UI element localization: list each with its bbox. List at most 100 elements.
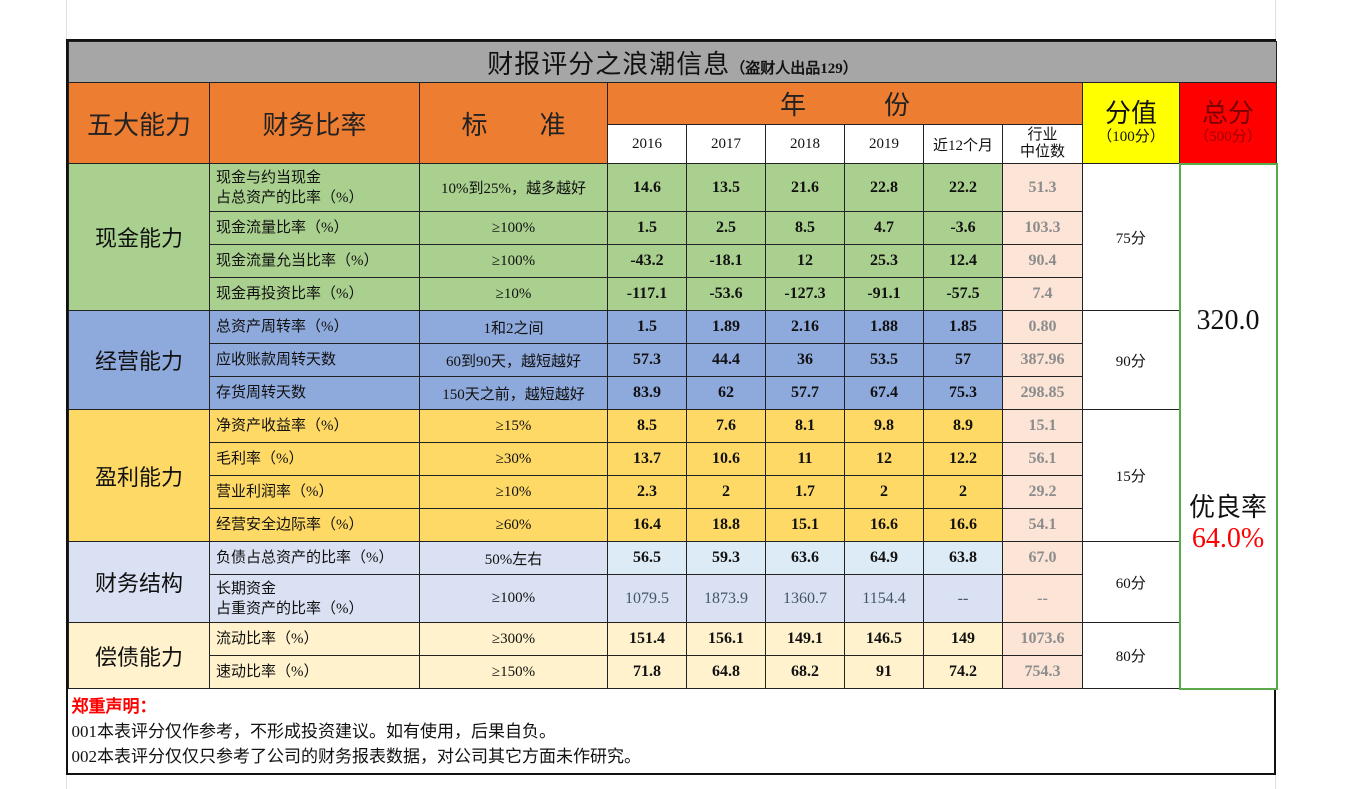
value-cell: 16.6 (923, 508, 1003, 542)
value-cell: 68.2 (765, 655, 845, 689)
table-row: 偿债能力 流动比率（%） ≥300% 151.4 156.1 149.1 146.5 149 1… (68, 622, 1277, 689)
section-score: 60分 (1082, 541, 1180, 623)
value-cell: 10.6 (686, 442, 766, 476)
ratio-name: 速动比率（%） (209, 655, 420, 689)
disclaimer-line: 002本表评分仅仅只参考了公司的财务报表数据，对公司其它方面未作研究。 (71, 746, 642, 766)
ratio-name: 现金流量允当比率（%） (209, 244, 420, 278)
standard-cell: ≥60% (419, 508, 608, 542)
header-years: 年 份 (607, 82, 1083, 125)
ratio-name: 负债占总资产的比率（%） (209, 541, 420, 575)
category-cell: 财务结构 (68, 541, 210, 623)
median-cell: 1073.6 (1002, 622, 1083, 656)
year-header: 近12个月 (923, 124, 1003, 164)
value-cell: 2.16 (765, 310, 845, 344)
value-cell: 2.5 (686, 211, 766, 245)
ratio-name: 经营安全边际率（%） (209, 508, 420, 542)
total-score: 320.0 (1196, 304, 1260, 336)
value-cell: 151.4 (607, 622, 687, 656)
value-cell: 1360.7 (765, 574, 845, 623)
value-cell: 13.5 (686, 163, 766, 212)
ratio-name: 应收账款周转天数 (209, 343, 420, 377)
table-row: 现金流量允当比率（%） ≥100% -43.2 -18.1 12 25.3 12.4 90.4 (69, 244, 1277, 278)
subtitle-text: （盗财人出品129） (730, 60, 858, 77)
value-cell: 156.1 (686, 622, 766, 656)
table-row: 经营能力 总资产周转率（%） 1和2之间 1.5 1.89 2.16 1.88 1.85 0.8… (68, 310, 1277, 410)
value-cell: 13.7 (607, 442, 687, 476)
value-cell: 1.85 (923, 310, 1003, 344)
value-cell: 2.3 (607, 475, 687, 509)
value-cell: 12.4 (923, 244, 1003, 278)
standard-cell: ≥100% (419, 574, 608, 623)
sheet-title: 财报评分之浪潮信息（盗财人出品129） (67, 41, 1278, 83)
value-cell: 56.5 (607, 541, 687, 575)
value-cell: 36 (765, 343, 845, 377)
value-cell: 8.5 (765, 211, 845, 245)
section-score: 90分 (1082, 310, 1180, 410)
value-cell: 2 (686, 475, 766, 509)
header-total: 总分 （500分） (1178, 82, 1278, 164)
header-score: 分值 （100分） (1082, 82, 1180, 164)
ratio-name-line: 现金流量允当比率（%） (216, 253, 379, 269)
disclaimer-title: 郑重声明： (71, 696, 157, 716)
standard-cell: ≥150% (419, 655, 608, 689)
value-cell: 16.6 (844, 508, 924, 542)
total-score-cell: 320.0 优良率 64.0% (1178, 162, 1278, 690)
category-cell: 现金能力 (68, 163, 210, 311)
value-cell: 15.1 (765, 508, 845, 542)
median-label-2: 中位数 (1019, 144, 1065, 160)
score-sub: （100分） (1097, 129, 1165, 145)
total-sub: （500分） (1194, 128, 1262, 145)
median-label-1: 行业 (1027, 127, 1058, 143)
ratio-name-line: 营业利润率（%） (216, 484, 334, 500)
value-cell: 12.2 (923, 442, 1003, 476)
value-cell: 12 (765, 244, 845, 278)
value-cell: -3.6 (923, 211, 1003, 245)
standard-cell: ≥100% (419, 244, 608, 278)
standard-cell: 50%左右 (419, 541, 608, 575)
ratio-name: 现金再投资比率（%） (209, 277, 420, 311)
ratio-name: 流动比率（%） (209, 622, 420, 656)
value-cell: 64.8 (686, 655, 766, 689)
ratio-name: 现金与约当现金 占总资产的比率（%） (209, 163, 420, 212)
value-cell: 74.2 (923, 655, 1003, 689)
value-cell: 57.3 (607, 343, 687, 377)
value-cell: 83.9 (607, 376, 687, 410)
value-cell: 149.1 (765, 622, 845, 656)
value-cell: 8.1 (765, 409, 845, 443)
value-cell: 63.6 (765, 541, 845, 575)
value-cell: 16.4 (607, 508, 687, 542)
ratio-name-line: 速动比率（%） (216, 664, 319, 680)
value-cell: -53.6 (686, 277, 766, 311)
rate-label: 优良率 (1189, 492, 1268, 522)
section-score: 75分 (1082, 163, 1180, 311)
standard-cell: 60到90天，越短越好 (419, 343, 608, 377)
standard-cell: ≥10% (419, 277, 608, 311)
median-header: 行业 中位数 (1002, 124, 1083, 164)
table-row: 盈利能力 净资产收益率（%） ≥15% 8.5 7.6 8.1 9.8 8.9 15.1 15分 (68, 409, 1277, 542)
value-cell: 62 (686, 376, 766, 410)
category-cell: 盈利能力 (68, 409, 210, 542)
year-header: 2017 (686, 124, 766, 164)
ratio-name: 净资产收益率（%） (209, 409, 420, 443)
value-cell: 8.9 (923, 409, 1003, 443)
value-cell: 44.4 (686, 343, 766, 377)
section-score: 80分 (1082, 622, 1180, 689)
value-cell: 75.3 (923, 376, 1003, 410)
title-text: 财报评分之浪潮信息 (487, 49, 731, 79)
standard-cell: ≥30% (419, 442, 608, 476)
standard-cell: 1和2之间 (419, 310, 608, 344)
ratio-name-line: 现金再投资比率（%） (216, 286, 364, 302)
value-cell: 9.8 (844, 409, 924, 443)
year-header: 2018 (765, 124, 845, 164)
table-row: 毛利率（%） ≥30% 13.7 10.6 11 12 12.2 56.1 (69, 442, 1277, 476)
ratio-name: 总资产周转率（%） (209, 310, 420, 344)
median-cell: 29.2 (1002, 475, 1083, 509)
category-cell: 偿债能力 (68, 622, 210, 689)
median-cell: 103.3 (1002, 211, 1083, 245)
ratio-name-line: 占总资产的比率（%） (216, 189, 364, 206)
value-cell: 71.8 (607, 655, 687, 689)
standard-cell: 10%到25%，越多越好 (419, 163, 608, 212)
value-cell: 57 (923, 343, 1003, 377)
category-cell: 经营能力 (68, 310, 210, 410)
value-cell: -91.1 (844, 277, 924, 311)
